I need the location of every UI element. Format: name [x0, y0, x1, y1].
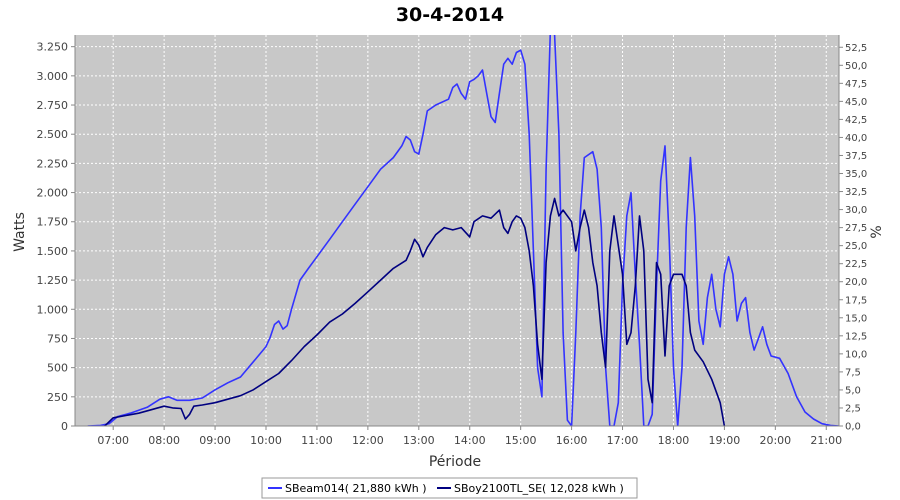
x-tick-label: 12:00 — [352, 434, 384, 447]
x-axis-label: Période — [429, 454, 481, 470]
y-tick-label: 0 — [61, 420, 68, 433]
y-tick-label: 2.750 — [37, 99, 69, 112]
y-tick-label: 1.250 — [37, 274, 69, 287]
x-tick-label: 18:00 — [658, 434, 690, 447]
y2-tick-label: 35,0 — [845, 169, 867, 180]
y-tick-label: 1.500 — [37, 245, 69, 258]
x-tick-label: 09:00 — [199, 434, 231, 447]
x-tick-label: 15:00 — [505, 434, 537, 447]
x-tick-label: 11:00 — [301, 434, 333, 447]
y2-tick-label: 37,5 — [845, 151, 867, 162]
y2-tick-label: 7,5 — [845, 367, 861, 378]
y2-axis-label: % — [869, 225, 885, 238]
y2-tick-label: 50,0 — [845, 61, 867, 72]
y2-tick-label: 10,0 — [845, 349, 867, 360]
x-tick-label: 21:00 — [810, 434, 842, 447]
x-tick-label: 20:00 — [759, 434, 791, 447]
y2-tick-label: 30,0 — [845, 205, 867, 216]
y2-tick-label: 47,5 — [845, 79, 867, 90]
y-tick-label: 1.000 — [37, 303, 69, 316]
legend-label-sbeam014: SBeam014( 21,880 kWh ) — [285, 482, 427, 495]
y-tick-label: 3.250 — [37, 41, 69, 54]
y2-tick-label: 12,5 — [845, 331, 867, 342]
y2-tick-label: 2,5 — [845, 403, 861, 414]
x-tick-label: 10:00 — [250, 434, 282, 447]
y-tick-label: 3.000 — [37, 70, 69, 83]
y2-tick-label: 42,5 — [845, 115, 867, 126]
y2-tick-label: 45,0 — [845, 97, 867, 108]
y2-tick-label: 25,0 — [845, 241, 867, 252]
y-tick-label: 2.000 — [37, 187, 69, 200]
y-tick-label: 250 — [47, 391, 68, 404]
y-tick-label: 2.250 — [37, 157, 69, 170]
y2-tick-label: 32,5 — [845, 187, 867, 198]
legend: SBeam014( 21,880 kWh ) SBoy2100TL_SE( 12… — [261, 477, 638, 499]
y2-tick-label: 40,0 — [845, 133, 867, 144]
y2-tick-label: 15,0 — [845, 313, 867, 324]
x-tick-label: 19:00 — [709, 434, 741, 447]
y-axis-label: Watts — [12, 212, 28, 252]
y2-tick-label: 20,0 — [845, 277, 867, 288]
series-line-sboy2100tl-se — [104, 197, 726, 426]
legend-label-sboy2100tl-se: SBoy2100TL_SE( 12,028 kWh ) — [454, 482, 624, 495]
y2-tick-label: 52,5 — [845, 43, 867, 54]
y-tick-label: 500 — [47, 362, 68, 375]
y2-tick-label: 5,0 — [845, 385, 861, 396]
series-line-sbeam014 — [87, 35, 839, 426]
x-tick-label: 08:00 — [148, 434, 180, 447]
y2-tick-label: 22,5 — [845, 259, 867, 270]
y2-tick-label: 0,0 — [845, 422, 861, 433]
plot-background — [75, 35, 839, 426]
x-tick-label: 17:00 — [607, 434, 639, 447]
y-tick-label: 750 — [47, 332, 68, 345]
x-tick-label: 16:00 — [556, 434, 588, 447]
plot-area: 07:00 08:00 09:00 10:00 11:00 12:00 13:00 14:00… — [37, 35, 867, 447]
y-tick-label: 1.750 — [37, 216, 69, 229]
chart-title: 30-4-2014 — [396, 4, 504, 26]
y-tick-label: 2.500 — [37, 128, 69, 141]
x-tick-label: 07:00 — [97, 434, 129, 447]
x-tick-label: 14:00 — [454, 434, 486, 447]
x-tick-label: 13:00 — [403, 434, 435, 447]
y2-tick-label: 17,5 — [845, 295, 867, 306]
y2-tick-label: 27,5 — [845, 223, 867, 234]
